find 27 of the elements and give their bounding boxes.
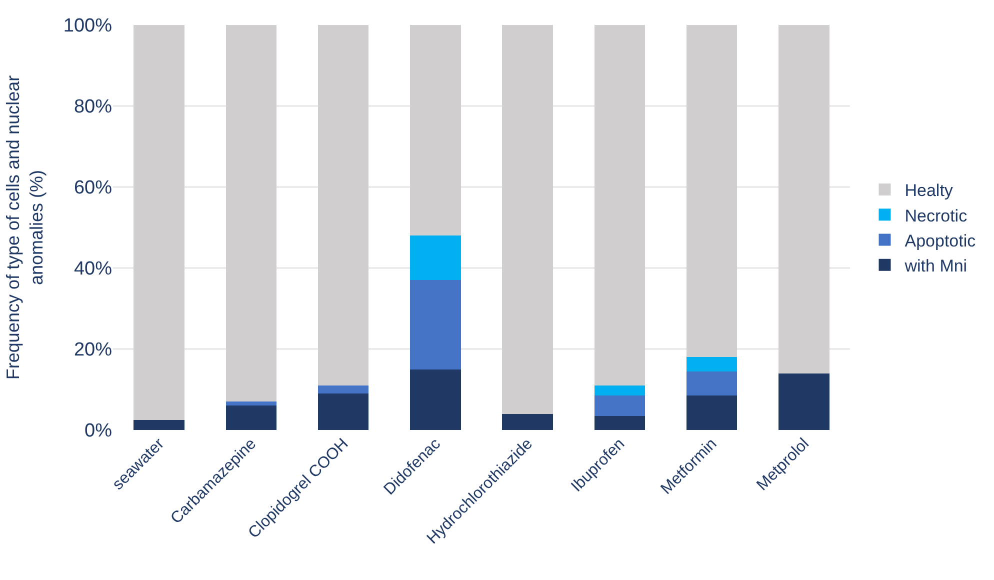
bar — [686, 357, 738, 372]
y-tick-label: 80% — [74, 96, 112, 118]
bar — [594, 416, 646, 430]
bar — [686, 396, 738, 430]
bar — [226, 406, 277, 430]
bar — [318, 394, 369, 430]
bar — [502, 414, 553, 430]
bar — [134, 420, 184, 430]
y-tick-label: 100% — [63, 16, 112, 37]
y-tick-label: 40% — [74, 258, 112, 280]
bar — [318, 385, 369, 394]
bar — [594, 396, 646, 416]
y-axis-title: Frequency of type of cells and nuclear anomalies (%) — [3, 75, 47, 380]
bar — [594, 385, 646, 396]
y-tick-label: 20% — [74, 340, 112, 361]
y-tick-label: 0% — [84, 420, 112, 442]
y-tick-label: 60% — [74, 178, 112, 199]
legend-label: Apoptotic — [904, 231, 976, 250]
bar — [778, 373, 830, 430]
bar — [410, 369, 461, 430]
legend-label: with Mni — [904, 256, 968, 276]
bar — [410, 236, 461, 280]
legend-label: Necrotic — [904, 206, 968, 226]
bar — [410, 280, 461, 370]
legend-label: Healty — [904, 181, 954, 200]
bar — [686, 371, 738, 396]
bar — [226, 402, 277, 406]
